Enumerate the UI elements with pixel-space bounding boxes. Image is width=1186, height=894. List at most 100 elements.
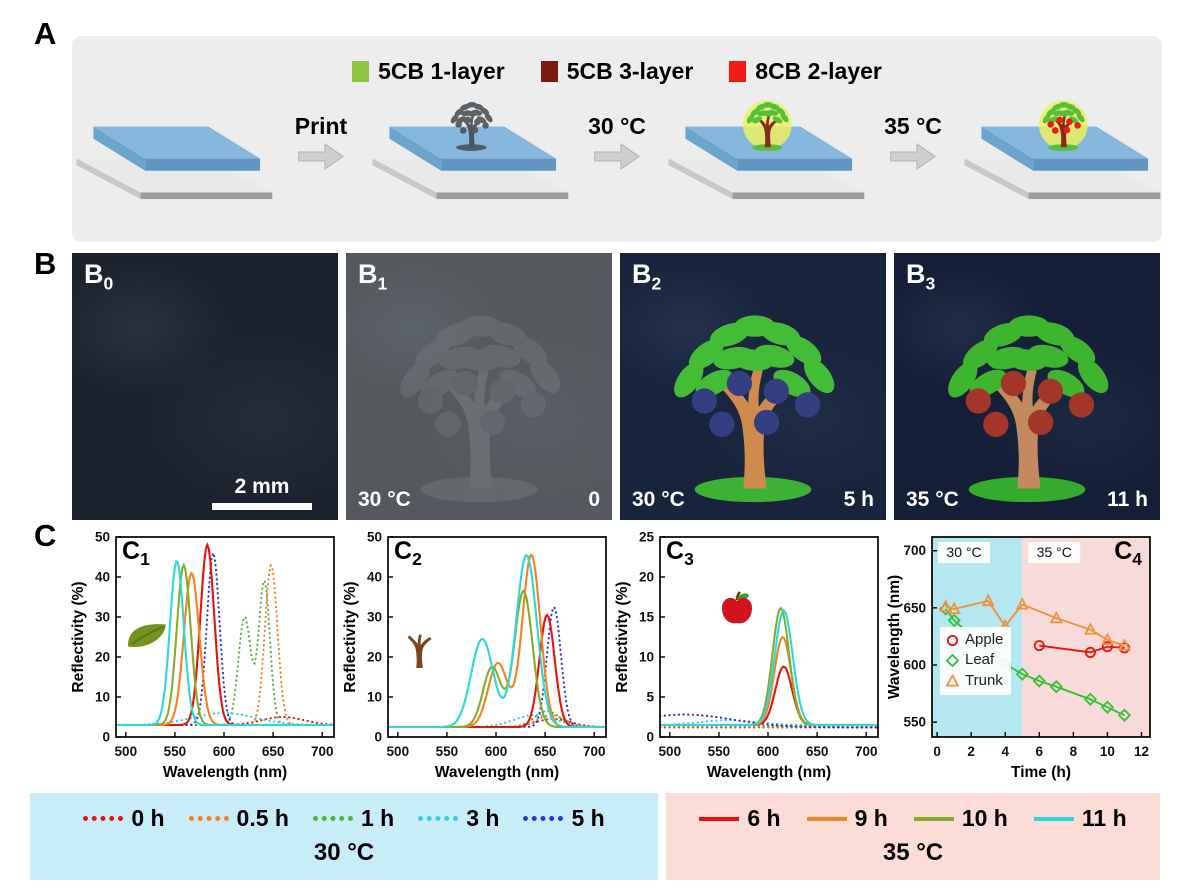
svg-text:4: 4 [1001,744,1009,759]
svg-text:10: 10 [95,690,110,705]
step-35c: 35 °C [873,113,953,170]
svg-text:50: 50 [95,530,110,545]
legend-swatch-red [729,61,747,82]
svg-text:0: 0 [102,730,110,745]
svg-text:Wavelength (nm): Wavelength (nm) [707,764,831,781]
panel-c-label: C [34,518,57,553]
legend-30c-box: 0 h 0.5 h 1 h 3 h 5 h 30 °C [30,793,658,880]
svg-text:40: 40 [367,570,382,585]
chart-wavelength-time: 30 °C 35 °C 0 2 4 6 8 10 12 550 600 650 700 Time (h) W… [886,527,1158,785]
svg-text:600: 600 [213,744,236,759]
svg-text:550: 550 [903,715,926,730]
svg-text:700: 700 [903,543,926,558]
legend-item-1h: 1 h [312,805,394,832]
legend-item-05h: 0.5 h [188,805,289,832]
chart-label-c2: C2 [394,537,422,569]
substrate-30c [668,100,865,200]
photo-time: 5 h [843,488,874,511]
photo-time: 11 h [1107,488,1148,511]
svg-text:700: 700 [583,744,606,759]
photo-label: B1 [358,259,388,294]
svg-text:500: 500 [115,744,138,759]
photo-label: B2 [632,259,662,294]
tree-image-faint [400,315,561,503]
svg-text:8: 8 [1070,744,1078,759]
svg-text:500: 500 [387,744,410,759]
legend-swatch-green [352,61,370,82]
substrate-35c [964,100,1161,200]
panel-a-schematic: 5CB 1-layer 5CB 3-layer 8CB 2-layer Prin… [72,36,1162,242]
dotted-line-sample [188,816,229,821]
arrow-label: Print [294,113,348,139]
svg-text:Reflectivity (%): Reflectivity (%) [614,581,631,692]
svg-text:650: 650 [534,744,557,759]
chart-label-c3: C3 [666,537,694,569]
svg-text:550: 550 [708,744,731,759]
legend-30c-temp: 30 °C [313,839,375,866]
legend-item-9h: 9 h [806,805,888,832]
legend-30c-items: 0 h 0.5 h 1 h 3 h 5 h [30,805,658,832]
step-print: Print [281,113,361,170]
legend-label: 5CB 3-layer [566,58,694,84]
legend-label: 5CB 1-layer [378,58,505,84]
svg-text:650: 650 [903,600,926,615]
panel-c-charts: 500 550 600 650 700 0 10 20 30 40 50 Wavelength (nm… [70,527,1158,785]
legend-35c-items: 6 h 9 h 10 h 11 h [666,805,1160,832]
svg-text:550: 550 [436,744,459,759]
legend-entry-trunk: Trunk [946,671,1003,691]
solid-line-sample [1033,816,1074,821]
solid-line-sample [806,816,847,821]
legend-item-5cb1: 5CB 1-layer [352,58,505,85]
svg-text:650: 650 [806,744,829,759]
circle-marker-icon [946,634,959,646]
photo-b1: B1 30 °C 0 [346,253,612,520]
legend-item-10h: 10 h [913,805,1008,832]
scale-bar-text: 2 mm [234,475,290,498]
arrow-label: 30 °C [588,113,646,139]
scale-bar: 2 mm [212,475,312,510]
dotted-line-sample [312,816,353,821]
trunk-icon [407,634,432,669]
apple-icon [722,591,752,624]
chart-leaf-spectra: 500 550 600 650 700 0 10 20 30 40 50 Wavelength (nm… [70,527,342,785]
svg-text:5: 5 [646,690,654,705]
c4-series-legend: Apple Leaf Trunk [940,627,1012,695]
legend-item-11h: 11 h [1033,805,1127,832]
svg-text:550: 550 [164,744,187,759]
svg-text:Reflectivity (%): Reflectivity (%) [70,581,87,692]
solid-line-sample [913,816,954,821]
svg-text:2: 2 [967,744,975,759]
svg-text:12: 12 [1134,744,1149,759]
svg-text:10: 10 [367,690,382,705]
svg-text:Reflectivity (%): Reflectivity (%) [342,581,359,692]
chart-trunk-spectra: 500 550 600 650 700 0 10 20 30 40 50 Wavelength (nm… [342,527,614,785]
legend-35c-box: 6 h 9 h 10 h 11 h 35 °C [666,793,1160,880]
chart-apple-spectra: 500 550 600 650 700 0 5 10 15 20 25 Wavelength (nm)… [614,527,886,785]
svg-text:20: 20 [367,650,382,665]
arrow-label: 35 °C [884,113,942,139]
svg-text:700: 700 [855,744,878,759]
spectra-plot-trunk: 500 550 600 650 700 0 10 20 30 40 50 Wavelength (nm… [342,530,607,781]
arrow-icon [594,143,640,170]
legend-35c-temp: 35 °C [882,839,944,866]
legend-entry-apple: Apple [946,630,1003,650]
panel-a-label: A [34,16,57,51]
svg-text:600: 600 [903,658,926,673]
panel-b-photos: B0 2 mm B1 30 °C 0 B2 30 °C 5 h B3 35 °C… [72,253,1162,520]
photo-temp: 30 °C [632,488,685,511]
spectra-plot-leaf: 500 550 600 650 700 0 10 20 30 40 50 Wavelength (nm… [70,530,335,781]
legend-item-3h: 3 h [418,805,499,832]
substrate-printed [372,102,569,200]
svg-text:20: 20 [95,650,110,665]
photo-b3: B3 35 °C 11 h [894,253,1160,520]
svg-text:10: 10 [1100,744,1115,759]
svg-text:35 °C: 35 °C [1037,544,1072,560]
dotted-line-sample [83,816,124,821]
svg-text:600: 600 [485,744,508,759]
arrow-icon [298,143,344,170]
photo-temp: 35 °C [906,488,959,511]
spectra-plot-apple: 500 550 600 650 700 0 5 10 15 20 25 Wavelength (nm)… [614,530,879,781]
photo-temp: 30 °C [358,488,411,511]
svg-text:650: 650 [262,744,285,759]
